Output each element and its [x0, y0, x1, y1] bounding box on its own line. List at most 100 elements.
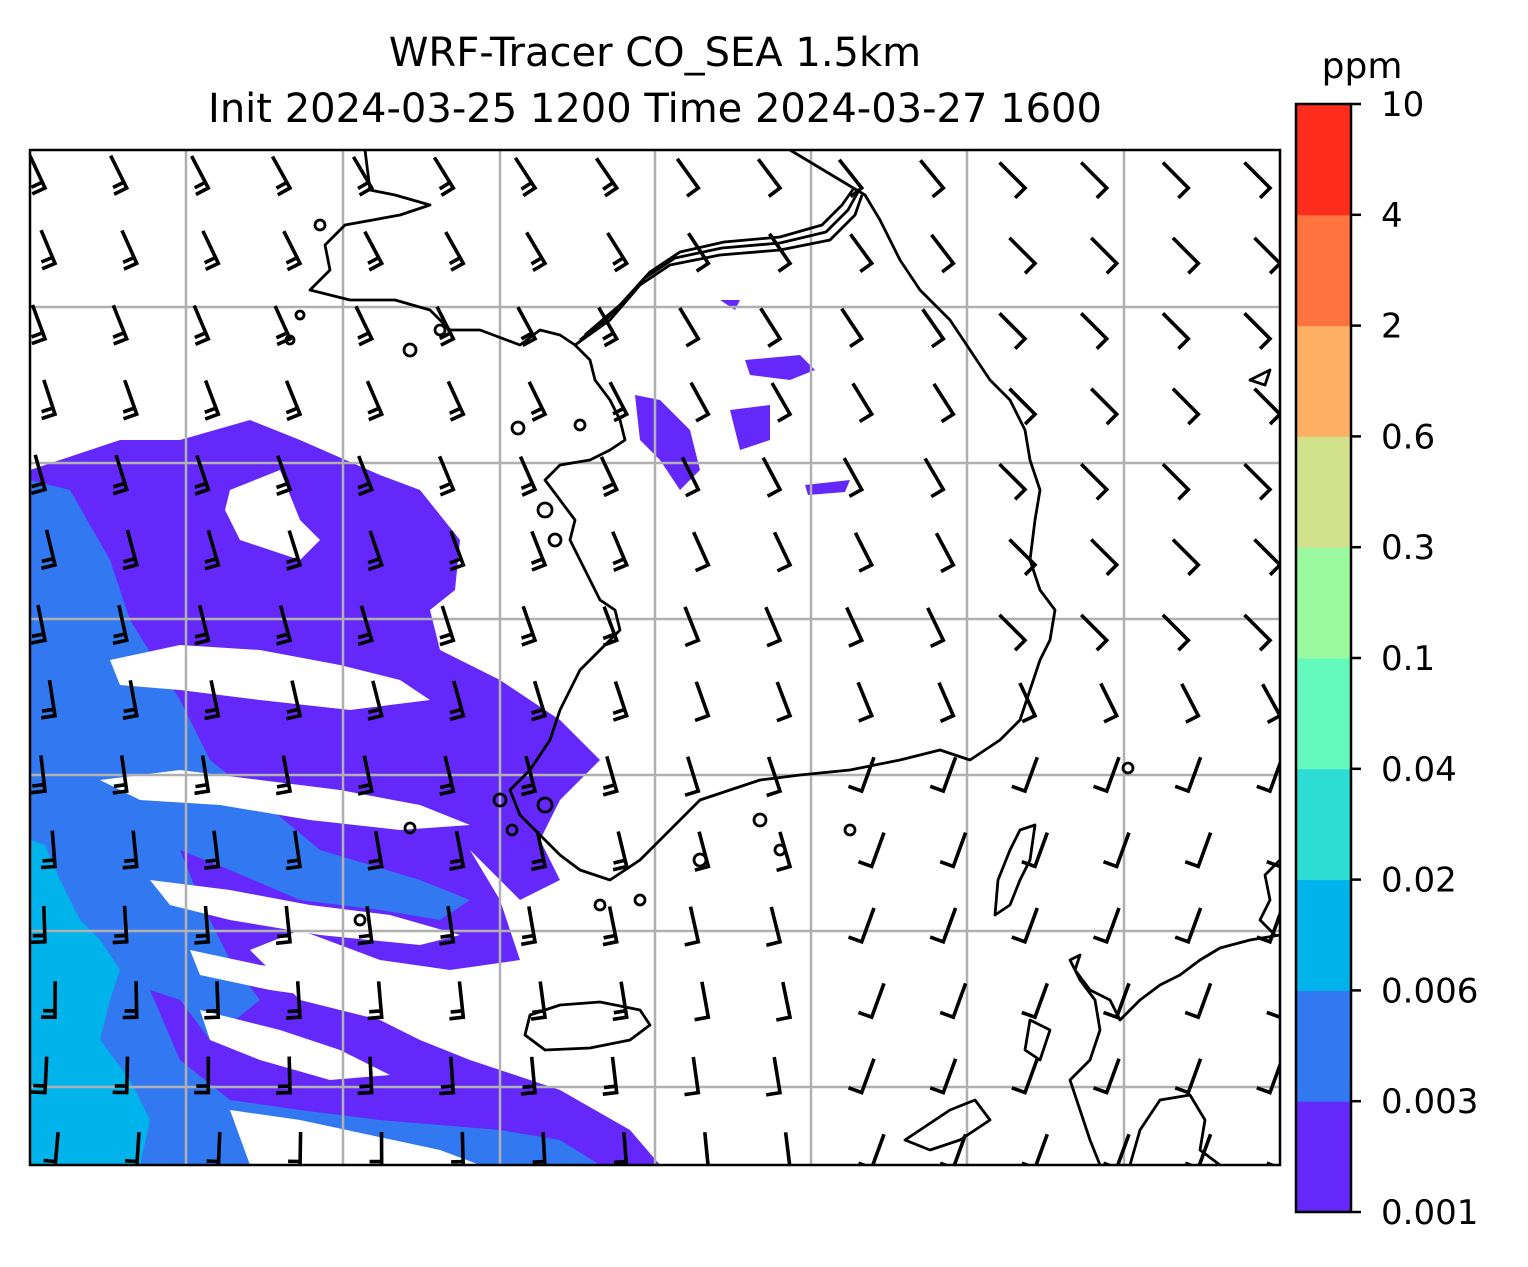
- colorbar-tick-label: 10: [1381, 85, 1424, 125]
- colorbar-tick-label: 0.006: [1381, 971, 1478, 1011]
- wind-barb: [194, 1056, 211, 1095]
- wind-barb: [926, 607, 946, 649]
- wind-barb: [112, 1056, 130, 1095]
- wind-barb: [357, 1056, 374, 1096]
- wind-barb: [194, 604, 211, 646]
- colorbar-block: [1296, 990, 1351, 1102]
- wind-barb: [194, 905, 211, 945]
- wind-barb: [602, 605, 620, 647]
- wind-barb: [842, 457, 865, 498]
- wind-barb: [614, 1131, 629, 1165]
- wind-barb: [446, 380, 466, 422]
- wind-barb: [201, 230, 221, 272]
- wind-barb: [365, 380, 385, 422]
- wind-barb: [594, 157, 620, 198]
- wind-barb: [597, 306, 620, 348]
- wind-barb: [520, 605, 538, 647]
- wind-barb: [275, 1056, 292, 1095]
- wind-barb: [1021, 982, 1049, 1020]
- wind-barb: [275, 755, 293, 796]
- wind-barb: [1261, 683, 1280, 724]
- wind-barb: [853, 531, 875, 573]
- wind-barb: [40, 529, 58, 570]
- wind-barb: [765, 906, 783, 947]
- wind-barb: [39, 229, 58, 271]
- wind-barb: [122, 830, 139, 870]
- wind-barb: [759, 307, 783, 348]
- wind-barb: [270, 155, 293, 197]
- wind-barb: [851, 382, 875, 424]
- wind-barb: [530, 530, 548, 572]
- wind-barb: [937, 681, 956, 723]
- wind-barb: [285, 680, 303, 721]
- wind-barb: [367, 830, 384, 871]
- wind-barb: [766, 756, 783, 798]
- wind-barb: [525, 231, 548, 273]
- wind-barb: [1011, 1058, 1039, 1095]
- wind-barb: [929, 1058, 958, 1095]
- colorbar-tick-label: 0.001: [1381, 1193, 1478, 1233]
- wind-barb: [1174, 756, 1203, 794]
- wind-barb: [351, 155, 375, 197]
- wind-barb: [1018, 682, 1038, 724]
- wind-barb: [520, 1056, 537, 1096]
- colorbar-tick-label: 0.3: [1381, 528, 1435, 568]
- wind-barb: [678, 306, 701, 348]
- wind-barb: [1243, 613, 1273, 652]
- wind-barb: [1092, 1058, 1121, 1095]
- wind-barb: [694, 681, 711, 723]
- wind-barb: [439, 1056, 456, 1096]
- wind-barb: [30, 304, 48, 346]
- map-frame: [28, 148, 1282, 1167]
- wind-barb: [608, 381, 630, 423]
- colorbar-tick-label: 0.04: [1381, 750, 1457, 790]
- wind-barb: [606, 231, 630, 273]
- tracer-band-0.003: [30, 480, 600, 1165]
- wind-barb: [929, 756, 958, 794]
- tracer-patch-north: [635, 395, 700, 490]
- wind-barb: [367, 680, 384, 721]
- wind-barb: [30, 154, 48, 196]
- wind-barb: [1161, 161, 1191, 200]
- wind-barb: [444, 231, 466, 272]
- wind-barb: [363, 230, 385, 272]
- wind-barb: [109, 154, 130, 196]
- wind-barb: [451, 1131, 466, 1165]
- tracer-band-0.006: [30, 840, 150, 1165]
- wind-barb: [689, 381, 711, 423]
- colorbar-block: [1296, 214, 1351, 327]
- wind-barb: [939, 831, 968, 869]
- wind-barb: [756, 158, 783, 198]
- wind-barb: [856, 681, 875, 723]
- wind-barb: [357, 605, 374, 647]
- wind-barb: [919, 159, 946, 199]
- wind-barb: [1256, 1059, 1280, 1095]
- colorbar-block: [1296, 768, 1351, 881]
- wind-barb: [112, 454, 129, 496]
- colorbar-tick-label: 0.6: [1381, 417, 1435, 457]
- wind-barb: [40, 830, 57, 870]
- wind-barb: [30, 905, 47, 945]
- wind-barb: [930, 233, 956, 274]
- wind-barb: [1102, 831, 1131, 869]
- colorbar-unit: ppm: [1322, 46, 1403, 87]
- wind-barb: [1092, 756, 1121, 794]
- wind-barb: [694, 831, 711, 872]
- wind-barb: [998, 462, 1028, 501]
- wind-barb: [1099, 682, 1120, 724]
- wind-barb: [1184, 982, 1213, 1020]
- colorbar-block: [1296, 1101, 1351, 1213]
- wind-barb: [286, 530, 303, 571]
- wind-barb: [694, 981, 711, 1022]
- colorbar-tick-label: 4: [1381, 196, 1403, 236]
- colorbar-blocks: [1296, 104, 1351, 1213]
- wind-barb: [684, 1056, 701, 1097]
- wind-barb: [285, 981, 302, 1020]
- wind-barb: [122, 981, 139, 1020]
- wind-barb: [43, 1131, 60, 1165]
- wind-barb: [1089, 387, 1120, 426]
- wind-barb: [439, 905, 456, 946]
- wind-barb: [449, 530, 466, 572]
- wind-barb: [120, 229, 140, 271]
- wind-barb: [921, 308, 946, 349]
